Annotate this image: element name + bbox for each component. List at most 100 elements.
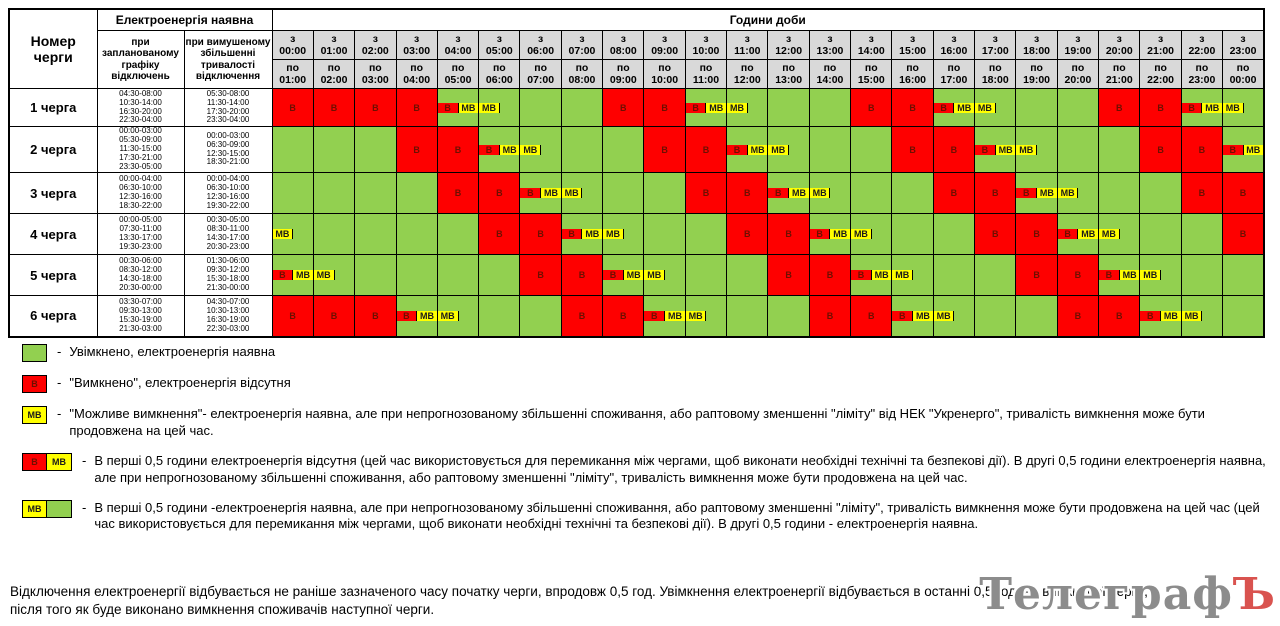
- maybe-half: МВ: [1058, 188, 1079, 198]
- cell-maybe-then-on: МВ: [1222, 88, 1265, 127]
- cell-maybe-then-on: МВ: [767, 126, 810, 173]
- cell-on: [767, 88, 810, 127]
- hour-to-time: 22:00: [1147, 74, 1174, 86]
- split-cell: МВ: [1223, 102, 1263, 113]
- cell-on: [395, 213, 438, 255]
- off-half: В: [1182, 102, 1203, 113]
- hour-from-time: 01:00: [320, 45, 348, 57]
- hour-to-cell: по 02:00: [312, 59, 356, 89]
- maybe-half: МВ: [499, 144, 519, 155]
- on-half: [1078, 188, 1098, 198]
- cell-on: [1015, 88, 1058, 127]
- cell-off: В: [808, 295, 852, 337]
- hour-to-time: 03:00: [361, 74, 389, 86]
- split-cell: В МВ: [273, 270, 313, 280]
- split-cell: МВ: [479, 102, 519, 113]
- off-half: В: [892, 310, 914, 321]
- cell-maybe-then-on: МВ: [891, 254, 934, 296]
- off-half: В: [1223, 144, 1244, 155]
- hour-to-time: 04:00: [403, 74, 431, 86]
- hour-from-cell: з 21:00: [1139, 30, 1182, 60]
- hour-to-time: 05:00: [444, 74, 472, 86]
- hour-from-time: 04:00: [444, 45, 472, 57]
- split-cell: МВ: [851, 229, 891, 239]
- maybe-label: МВ: [316, 270, 331, 280]
- hour-to-cell: по 16:00: [891, 59, 934, 89]
- hour-from-prefix: з: [703, 32, 709, 45]
- hour-from-cell: з 16:00: [932, 30, 976, 60]
- maybe-label: МВ: [420, 310, 434, 321]
- hour-to-prefix: по: [575, 61, 589, 74]
- off-half: В: [975, 144, 996, 155]
- time-range: 06:30-10:00: [119, 183, 162, 193]
- legend-item-maybe-off: МВ - "Можливе вимкнення"- електроенергія…: [22, 406, 1268, 440]
- split-cell: МВ: [1058, 188, 1098, 198]
- maybe-label: МВ: [688, 310, 703, 321]
- cell-off: В: [271, 295, 314, 337]
- hour-from-prefix: з: [620, 32, 626, 45]
- cell-off: В: [436, 172, 480, 214]
- maybe-label: МВ: [750, 144, 765, 155]
- cell-maybe-then-on: МВ: [1139, 254, 1182, 296]
- cell-on: [726, 295, 769, 337]
- split-cell: МВ: [1140, 270, 1181, 280]
- hour-to-cell: по 12:00: [726, 59, 769, 89]
- off-label: В: [496, 229, 503, 239]
- maybe-half: МВ: [623, 270, 643, 280]
- forced-times-cell: 00:00-03:00 06:30-09:00 12:30-15:00 18:30-2…: [183, 126, 273, 173]
- maybe-half: МВ: [273, 229, 294, 239]
- maybe-half: МВ: [686, 310, 707, 321]
- hour-to-time: 19:00: [1023, 74, 1051, 86]
- cell-maybe-then-on: МВ: [519, 126, 562, 173]
- off-label: В: [1146, 310, 1154, 321]
- maybe-label: МВ: [647, 270, 662, 280]
- cell-off: В: [1015, 254, 1058, 296]
- cell-off-then-maybe: В МВ: [519, 172, 562, 214]
- time-range: 15:30-18:00: [206, 274, 250, 283]
- hour-from-time: 12:00: [775, 45, 803, 57]
- cell-off: В: [767, 213, 810, 255]
- time-range: 17:30-21:00: [119, 152, 162, 162]
- hour-from-prefix: з: [496, 32, 502, 45]
- off-half: В: [1016, 188, 1038, 198]
- hour-to-prefix: по: [1030, 61, 1043, 74]
- legend-swatch-off-maybe: В МВ: [22, 452, 72, 471]
- cell-on: [436, 254, 480, 296]
- maybe-half: МВ: [1119, 270, 1139, 280]
- cell-on: [1015, 295, 1058, 337]
- hour-from-prefix: з: [538, 32, 544, 45]
- hour-from-cell: з 15:00: [891, 30, 934, 60]
- hour-to-cell: по 07:00: [519, 59, 562, 89]
- time-range: 22:30-04:00: [119, 115, 162, 125]
- planned-times-cell: 03:30-07:00 09:30-13:00 15:30-19:00 21:30-0…: [96, 295, 185, 337]
- off-label: В: [1198, 188, 1206, 198]
- on-half: [830, 188, 850, 198]
- hour-from-prefix: з: [455, 32, 461, 45]
- cell-on: [354, 213, 397, 255]
- maybe-half: МВ: [810, 188, 831, 198]
- maybe-color-swatch: МВ: [22, 499, 47, 518]
- hour-from-cell: з 05:00: [478, 30, 521, 60]
- cell-on: [932, 213, 976, 255]
- cell-off: В: [643, 126, 686, 173]
- off-half: В: [273, 270, 294, 280]
- hour-from-time: 08:00: [609, 45, 637, 57]
- off-label: В: [1157, 102, 1164, 113]
- maybe-half: МВ: [768, 144, 790, 155]
- hour-to-time: 16:00: [899, 74, 927, 86]
- maybe-half: МВ: [541, 188, 561, 198]
- off-label: В: [413, 102, 420, 113]
- cell-off: В: [1139, 126, 1182, 173]
- hour-to-time: 02:00: [320, 74, 348, 86]
- split-cell: МВ: [727, 102, 767, 113]
- hour-from-cell: з 04:00: [436, 30, 480, 60]
- hour-to-prefix: по: [988, 61, 1002, 74]
- off-label: В: [1074, 310, 1082, 321]
- off-label: В: [578, 310, 586, 321]
- on-half: [789, 144, 809, 155]
- hour-from-cell: з 13:00: [808, 30, 852, 60]
- cell-maybe-then-on: МВ: [1056, 172, 1100, 214]
- hour-to-prefix: по: [368, 61, 382, 74]
- on-half: [954, 310, 974, 321]
- hour-from-cell: з 06:00: [519, 30, 562, 60]
